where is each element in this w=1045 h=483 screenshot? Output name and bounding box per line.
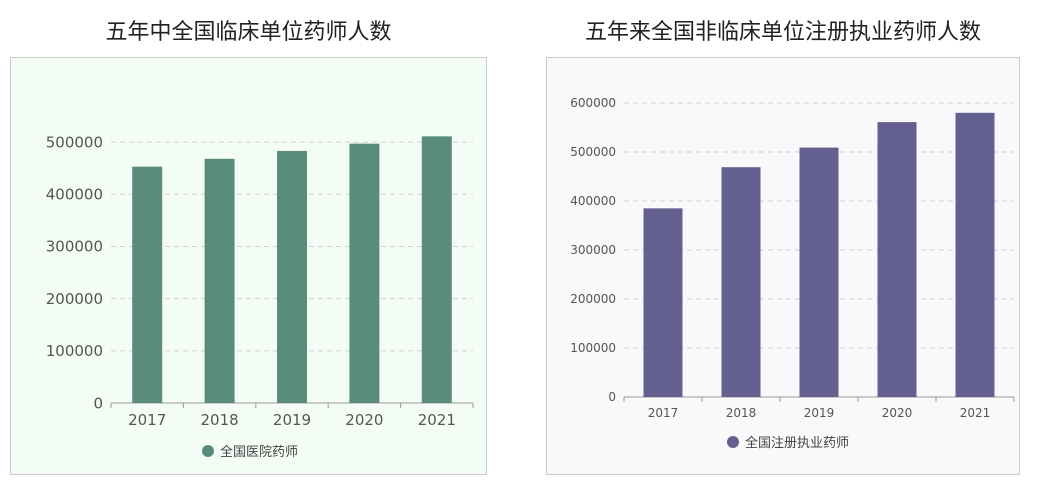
- bar: [799, 147, 839, 397]
- bar: [349, 143, 380, 403]
- y-tick-label: 200000: [46, 290, 103, 308]
- y-tick-label: 0: [93, 394, 103, 412]
- y-tick-label: 600000: [570, 96, 616, 110]
- bar: [132, 166, 163, 403]
- y-tick-label: 100000: [46, 342, 103, 360]
- y-tick-label: 500000: [570, 145, 616, 159]
- y-tick-label: 300000: [46, 238, 103, 256]
- right-chart-panel: 0 100000 200000 300000 400000 500000 600000 201…: [546, 57, 1020, 475]
- bar: [204, 158, 235, 403]
- x-tick-label: 2017: [648, 406, 679, 420]
- x-tick-label: 2018: [726, 406, 757, 420]
- bar: [721, 167, 761, 397]
- bar: [955, 112, 995, 398]
- legend-label: 全国医院药师: [220, 444, 298, 460]
- bar: [277, 150, 307, 403]
- y-tick-label: 400000: [46, 186, 103, 204]
- y-tick-label: 200000: [570, 292, 616, 306]
- y-tick-label: 0: [608, 390, 616, 404]
- bar: [643, 208, 683, 397]
- y-tick-label: 500000: [46, 133, 103, 151]
- right-bar-chart: 0 100000 200000 300000 400000 500000 600000 201…: [570, 96, 1015, 451]
- right-chart-title: 五年来全国非临床单位注册执业药师人数: [584, 20, 981, 45]
- y-tick-label: 100000: [570, 341, 616, 355]
- legend-label: 全国注册执业药师: [745, 435, 849, 451]
- x-tick-label: 2020: [345, 411, 383, 429]
- left-chart-panel: 0 100000 200000 300000 400000 500000 2017 2018 2…: [10, 57, 487, 475]
- y-tick-label: 300000: [570, 243, 616, 257]
- x-tick-label: 2019: [804, 406, 835, 420]
- x-tick-label: 2019: [273, 411, 311, 429]
- x-tick-label: 2018: [201, 411, 239, 429]
- x-tick-label: 2020: [882, 406, 913, 420]
- left-chart-title: 五年中全国临床单位药师人数: [105, 20, 392, 45]
- x-tick-label: 2021: [960, 406, 991, 420]
- legend-marker: [202, 445, 214, 457]
- y-tick-label: 400000: [570, 194, 616, 208]
- bar: [877, 122, 917, 398]
- x-tick-label: 2021: [418, 411, 456, 429]
- bar: [421, 136, 452, 404]
- legend-marker: [727, 436, 739, 448]
- x-tick-label: 2017: [128, 411, 166, 429]
- left-bar-chart: 0 100000 200000 300000 400000 500000 2017 2018 2…: [46, 133, 474, 460]
